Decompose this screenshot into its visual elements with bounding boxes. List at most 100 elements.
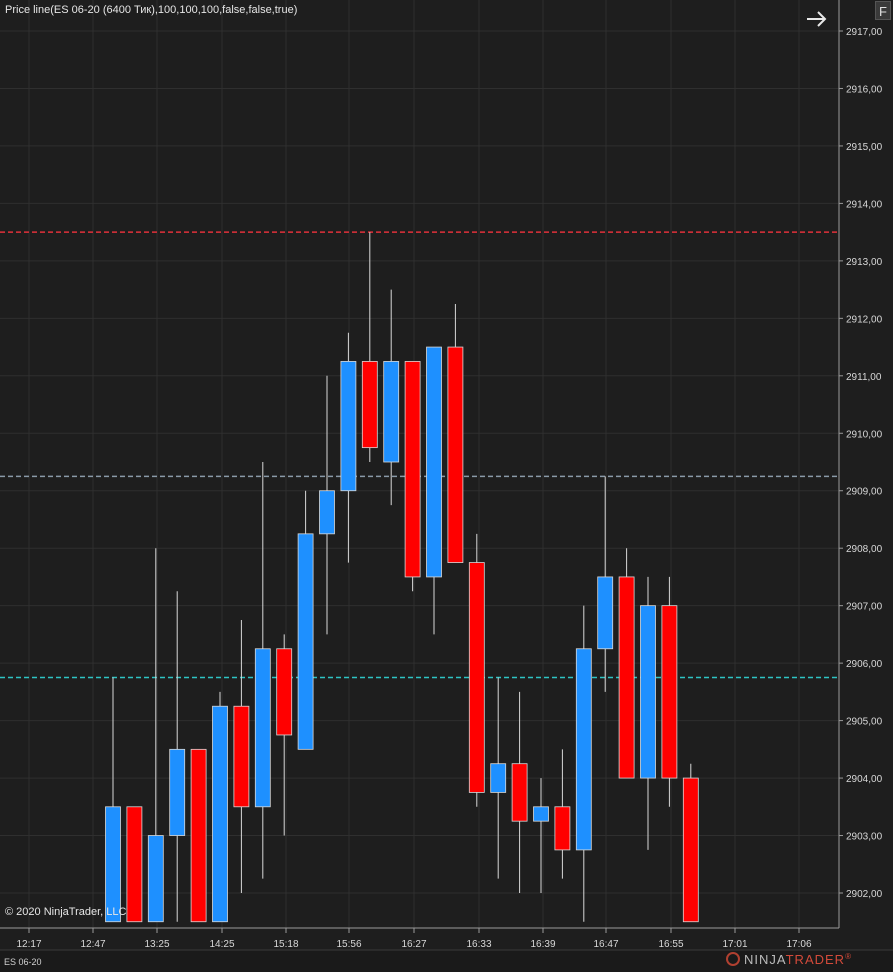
candle-body-down — [618, 576, 635, 779]
candle-body-up — [169, 748, 186, 836]
candle-body-up — [383, 361, 400, 463]
candle — [597, 476, 614, 692]
y-tick-label: 2917,00 — [846, 27, 883, 38]
candle-body-down — [468, 562, 485, 793]
candle — [319, 375, 335, 635]
candle — [490, 677, 507, 879]
candle — [426, 346, 442, 635]
y-tick-label: 2913,00 — [846, 257, 883, 268]
candle-body-up — [319, 490, 335, 535]
candle-body-up — [297, 533, 314, 750]
candle — [533, 778, 549, 893]
candle — [340, 332, 357, 563]
x-tick-label: 16:55 — [658, 939, 683, 950]
candle-body-down — [511, 763, 528, 822]
candle-body-down — [276, 648, 293, 736]
y-tick-label: 2902,00 — [846, 889, 883, 900]
y-tick-label: 2912,00 — [846, 314, 883, 325]
candle — [618, 548, 635, 779]
y-tick-label: 2904,00 — [846, 774, 883, 785]
status-bar — [0, 950, 893, 972]
y-tick-label: 2903,00 — [846, 832, 883, 843]
candle-body-down — [361, 361, 378, 449]
candle — [361, 232, 378, 462]
candle-body-down — [682, 777, 699, 923]
candle — [640, 576, 656, 850]
candle-body-up — [147, 835, 164, 923]
candle-body-up — [254, 648, 271, 808]
candle — [233, 620, 250, 893]
y-tick-label: 2909,00 — [846, 487, 883, 498]
candle — [404, 361, 421, 592]
candle — [169, 591, 186, 922]
candle-body-up — [533, 806, 549, 822]
y-tick-label: 2911,00 — [846, 372, 882, 383]
x-tick-label: 17:01 — [722, 939, 747, 950]
y-tick-label: 2907,00 — [846, 602, 883, 613]
candle — [212, 691, 228, 923]
candle-body-up — [105, 806, 121, 923]
candle — [511, 691, 528, 893]
candle — [126, 806, 143, 923]
candle-body-up — [490, 763, 507, 793]
candle-body-up — [597, 576, 614, 650]
candle-body-up — [340, 361, 357, 492]
x-tick-label: 15:18 — [273, 939, 298, 950]
y-tick-label: 2908,00 — [846, 544, 883, 555]
candle — [254, 462, 271, 879]
candle-body-down — [126, 806, 143, 923]
x-tick-label: 16:47 — [593, 939, 618, 950]
instrument-label: ES 06-20 — [4, 957, 42, 967]
x-tick-label: 16:39 — [530, 939, 555, 950]
logo-accent-text: TRADER — [785, 952, 846, 967]
candle-body-down — [447, 346, 464, 563]
x-tick-label: 16:33 — [466, 939, 491, 950]
candle — [276, 634, 293, 836]
x-tick-label: 14:25 — [209, 939, 234, 950]
price-axis: 2917,00 2916,00 2915,00 2914,00 2913,00 2912,… — [838, 0, 883, 928]
x-tick-label: 13:25 — [144, 939, 169, 950]
x-tick-label: 12:17 — [16, 939, 41, 950]
y-tick-label: 2914,00 — [846, 199, 883, 210]
candle — [147, 548, 164, 923]
ninjatrader-logo: NINJATRADER® — [726, 952, 852, 967]
candle — [297, 490, 314, 750]
candle-body-up — [212, 705, 228, 923]
candle — [190, 748, 207, 923]
candle — [383, 289, 400, 506]
candle — [554, 749, 571, 879]
candle-body-down — [404, 361, 421, 578]
candle-body-down — [233, 705, 250, 808]
candle — [575, 605, 592, 922]
y-tick-label: 2906,00 — [846, 659, 883, 670]
x-tick-label: 12:47 — [80, 939, 105, 950]
candle — [447, 303, 464, 563]
logo-mark-icon — [726, 952, 740, 966]
candle — [105, 677, 121, 923]
candle — [682, 763, 699, 923]
y-tick-label: 2905,00 — [846, 717, 883, 728]
y-tick-label: 2915,00 — [846, 142, 883, 153]
candle-body-down — [190, 748, 207, 923]
candle — [661, 576, 678, 807]
y-tick-label: 2916,00 — [846, 84, 883, 95]
candle-body-up — [640, 605, 656, 779]
indicator-label: Price line(ES 06-20 (6400 Тик),100,100,1… — [5, 4, 298, 16]
candle-body-up — [575, 648, 592, 851]
candle-body-down — [554, 806, 571, 851]
x-tick-label: 16:27 — [401, 939, 426, 950]
x-tick-label: 15:56 — [336, 939, 361, 950]
y-tick-label: 2910,00 — [846, 429, 883, 440]
logo-main-text: NINJA — [744, 952, 786, 967]
candle — [468, 533, 485, 807]
candle-body-up — [426, 346, 442, 578]
f-button[interactable]: F — [875, 1, 891, 20]
time-axis: 12:17 12:47 13:25 14:25 15:18 15:56 16:27 16:33… — [0, 927, 893, 972]
x-tick-label: 17:06 — [786, 939, 811, 950]
arrow-right-icon[interactable] — [804, 8, 830, 30]
logo-registered-mark: ® — [845, 952, 852, 961]
candle-body-down — [661, 605, 678, 779]
candles — [105, 232, 699, 923]
